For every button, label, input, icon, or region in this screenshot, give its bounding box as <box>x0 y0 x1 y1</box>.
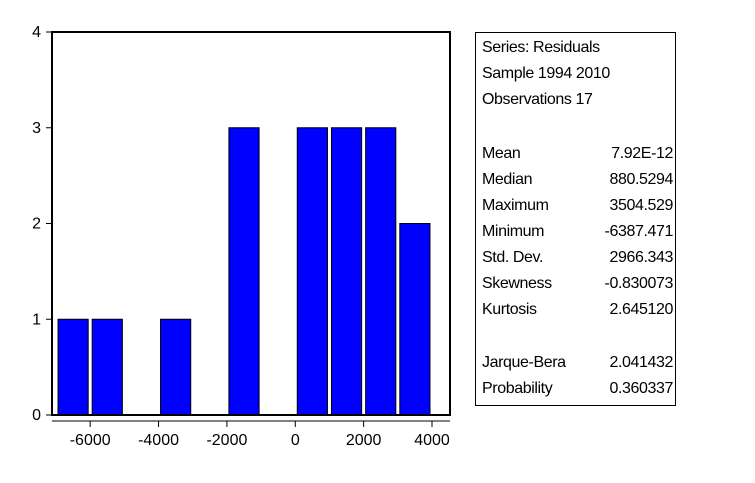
stat-value: 880.5294 <box>609 171 673 188</box>
series-name: Series: Residuals <box>482 39 600 56</box>
stat-label: Minimum <box>482 223 545 240</box>
stat-value: 2966.343 <box>609 249 673 266</box>
stat-value: 7.92E-12 <box>611 145 673 162</box>
y-tick-label: 0 <box>32 407 41 424</box>
stat-row-skewness: Skewness -0.830073 <box>482 275 673 295</box>
stat-label: Std. Dev. <box>482 249 544 266</box>
stat-label: Jarque-Bera <box>482 354 566 371</box>
histogram-bar <box>330 127 363 416</box>
stat-row-probability: Probability 0.360337 <box>482 380 673 400</box>
observations-count: Observations 17 <box>482 91 593 108</box>
statistics-panel: Series: Residuals Sample 1994 2010 Obser… <box>475 32 676 406</box>
y-tick-label: 3 <box>32 120 41 137</box>
histogram-bar <box>228 127 260 416</box>
histogram-bar <box>399 223 431 416</box>
stat-label: Mean <box>482 145 521 162</box>
stat-row-jarque-bera: Jarque-Bera 2.041432 <box>482 354 673 374</box>
stat-value: 3504.529 <box>609 197 673 214</box>
stat-label: Probability <box>482 380 553 397</box>
x-axis: -6000 -4000 -2000 0 2000 4000 <box>52 420 450 449</box>
x-tick-label: 4000 <box>414 432 450 449</box>
stat-label: Maximum <box>482 197 549 214</box>
histogram-bar <box>91 318 123 416</box>
stat-value: 2.041432 <box>609 354 673 371</box>
stat-label: Median <box>482 171 533 188</box>
y-tick-label: 4 <box>32 24 41 41</box>
histogram-bar <box>296 127 328 416</box>
y-tick-label: 2 <box>32 216 41 233</box>
y-tick-label: 1 <box>32 311 41 328</box>
bars-layer <box>57 127 431 416</box>
stat-row-std-dev: Std. Dev. 2966.343 <box>482 249 673 269</box>
x-tick-label: 0 <box>291 432 300 449</box>
stat-row-median: Median 880.5294 <box>482 171 673 191</box>
histogram-bar <box>57 318 89 416</box>
stat-value: -6387.471 <box>604 223 674 240</box>
stat-label: Kurtosis <box>482 301 537 318</box>
x-tick-label: -4000 <box>138 432 179 449</box>
stat-label: Skewness <box>482 275 552 292</box>
histogram-bar <box>365 127 397 416</box>
sample-range: Sample 1994 2010 <box>482 65 610 82</box>
stat-row-mean: Mean 7.92E-12 <box>482 145 673 165</box>
stat-row-minimum: Minimum -6387.471 <box>482 223 673 243</box>
stat-value: -0.830073 <box>604 275 674 292</box>
histogram-bar <box>160 318 192 416</box>
stat-value: 0.360337 <box>609 380 673 397</box>
stat-row-maximum: Maximum 3504.529 <box>482 197 673 217</box>
x-tick-label: 2000 <box>346 432 382 449</box>
stat-value: 2.645120 <box>609 301 673 318</box>
stat-row-kurtosis: Kurtosis 2.645120 <box>482 301 673 321</box>
x-tick-label: -2000 <box>206 432 247 449</box>
y-axis: 0 1 2 3 4 <box>32 24 52 424</box>
x-tick-label: -6000 <box>70 432 111 449</box>
